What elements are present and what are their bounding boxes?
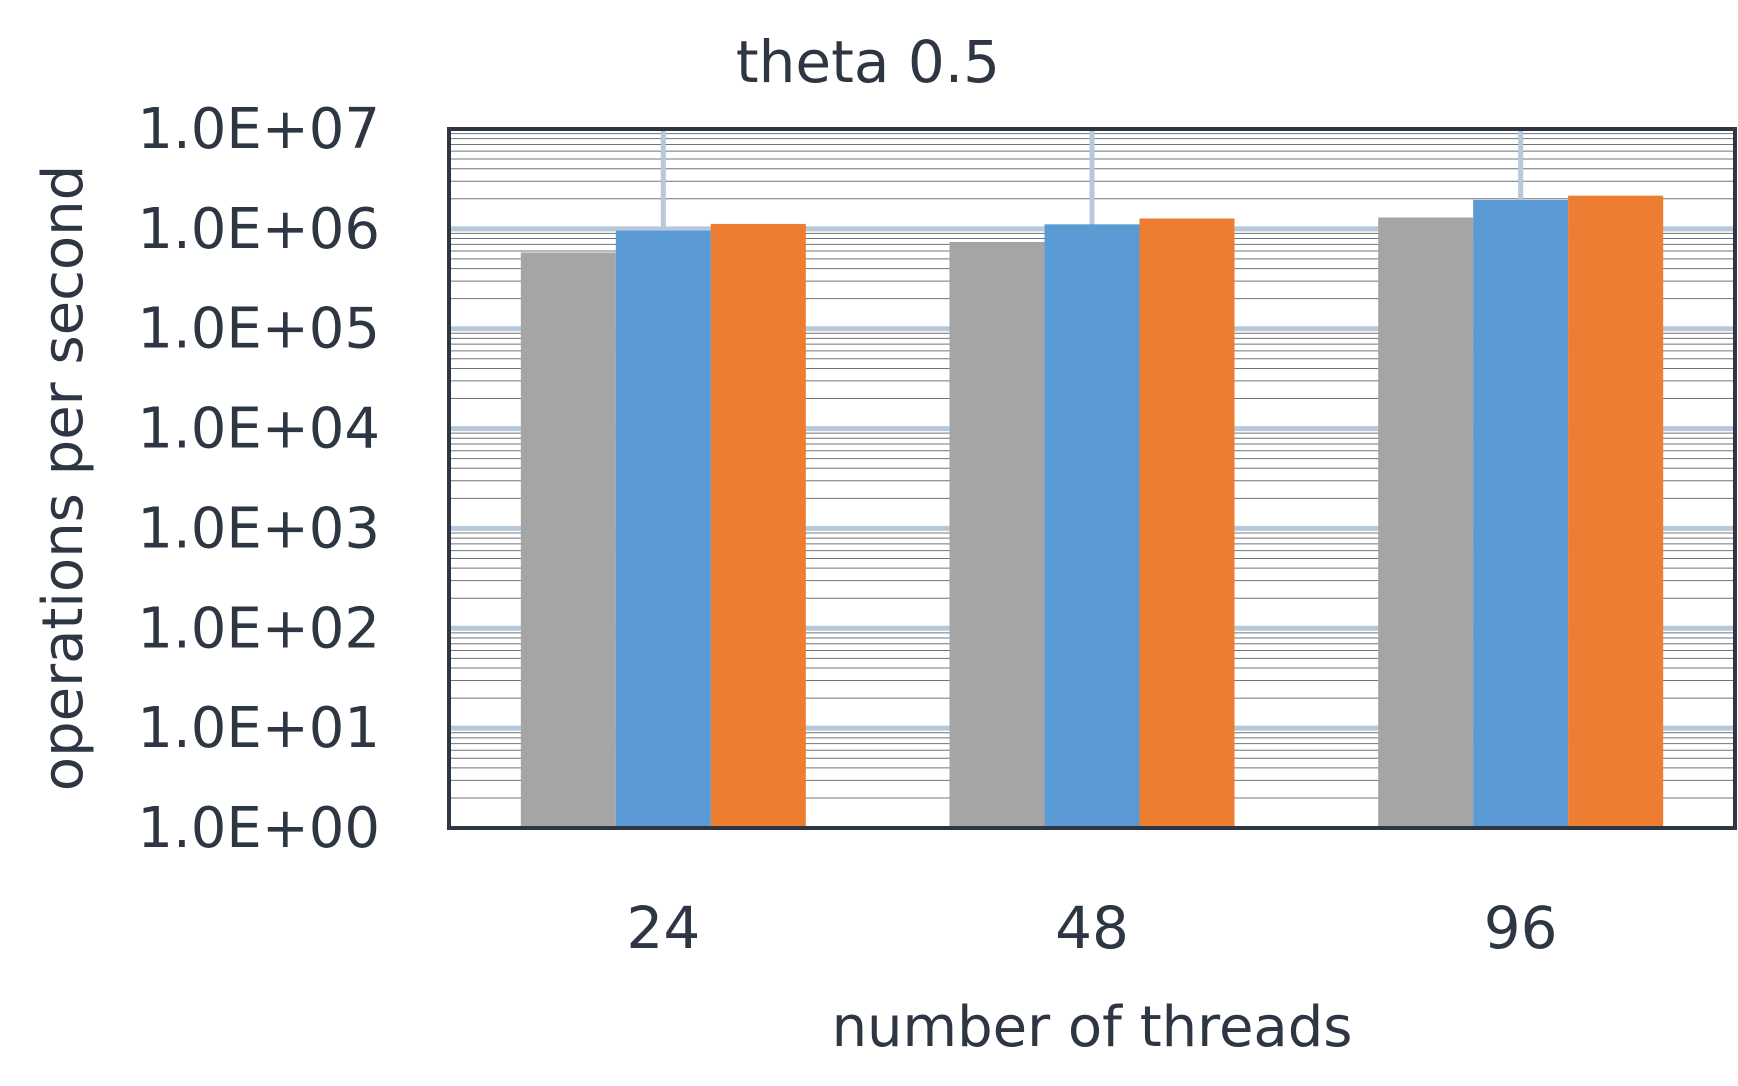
x-tick-label: 96 xyxy=(1484,894,1558,962)
y-tick-label: 1.0E+03 xyxy=(137,496,380,561)
y-tick-label: 1.0E+06 xyxy=(137,197,380,262)
y-tick-label: 1.0E+00 xyxy=(137,796,380,861)
bar-48-series-3 xyxy=(1139,218,1235,829)
y-tick-label: 1.0E+07 xyxy=(137,97,380,162)
bar-96-series-3 xyxy=(1568,195,1664,829)
bar-48-series-2 xyxy=(1044,224,1140,829)
bar-96-series-2 xyxy=(1473,199,1569,828)
y-axis-label: operations per second xyxy=(31,165,96,791)
x-axis-tick-labels: 24 48 96 xyxy=(626,894,1557,962)
x-tick-label: 24 xyxy=(626,894,700,962)
y-tick-label: 1.0E+05 xyxy=(137,297,380,362)
bar-24-series-2 xyxy=(615,230,711,828)
chart-title: theta 0.5 xyxy=(736,28,1000,96)
x-tick-label: 48 xyxy=(1055,894,1129,962)
y-axis-tick-labels: 1.0E+00 1.0E+01 1.0E+02 1.0E+03 1.0E+04 1.0E+… xyxy=(137,97,380,861)
plot-area-border xyxy=(447,127,1737,830)
bar-96-series-1 xyxy=(1378,217,1474,829)
x-axis-label: number of threads xyxy=(832,995,1353,1060)
y-tick-label: 1.0E+02 xyxy=(137,596,380,661)
y-tick-label: 1.0E+01 xyxy=(137,696,380,761)
bar-24-series-1 xyxy=(520,252,616,829)
bars xyxy=(520,195,1664,829)
bar-48-series-1 xyxy=(949,241,1045,828)
bar-24-series-3 xyxy=(710,223,806,828)
y-tick-label: 1.0E+04 xyxy=(137,397,380,462)
